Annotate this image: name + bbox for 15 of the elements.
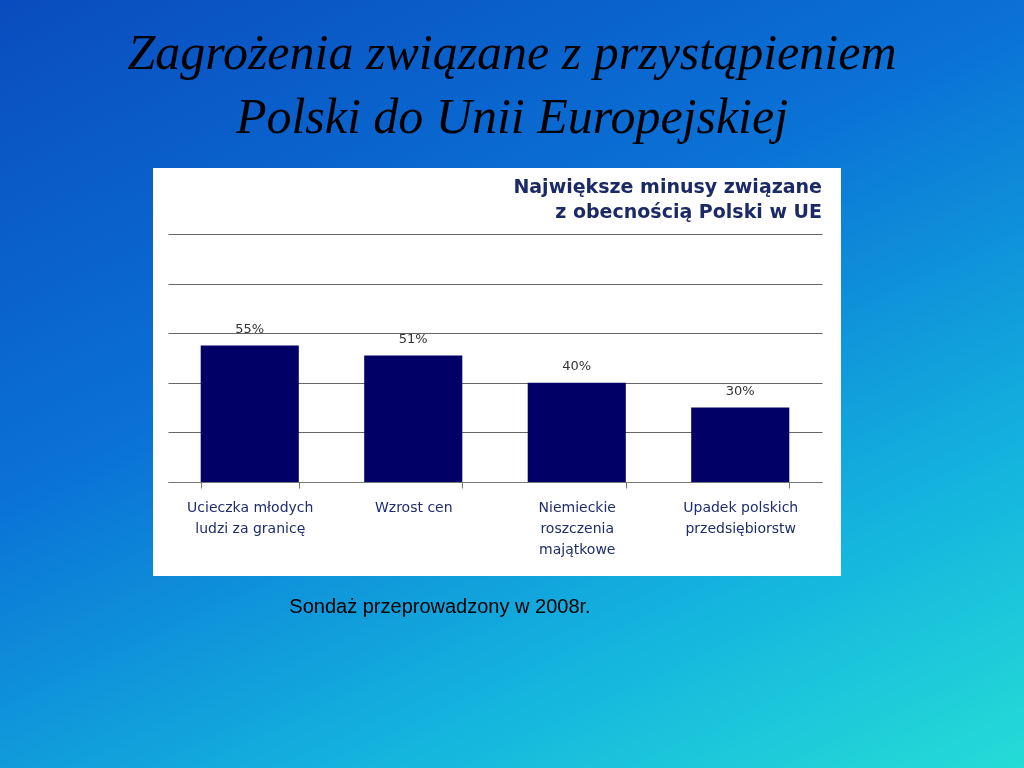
bar [200,345,299,482]
data-label: 55% [235,320,265,336]
chart-subtitle: Największe minusy związane z obecnością Polski w UE [513,175,822,222]
bar [364,355,463,482]
chart-title: Zagrożenia związane z przystąpieniem Polski do Unii Europejskiej [126,23,898,146]
text: Sondaż przeprowadzony w 2008r. [288,594,592,619]
x-tick-label: Ucieczka młodych ludzi za granicę [187,498,314,536]
bar [527,382,626,482]
data-label: 40% [562,357,592,373]
x-tick-label: Upadek polskich przedsiębiorstw [683,498,799,536]
x-tick-label: Niemieckie roszczenia majątkowe [538,498,616,557]
data-label: 30% [725,382,755,398]
data-label: 51% [398,330,428,346]
x-tick-label: Wzrost cen [374,498,453,515]
bar [691,407,790,482]
